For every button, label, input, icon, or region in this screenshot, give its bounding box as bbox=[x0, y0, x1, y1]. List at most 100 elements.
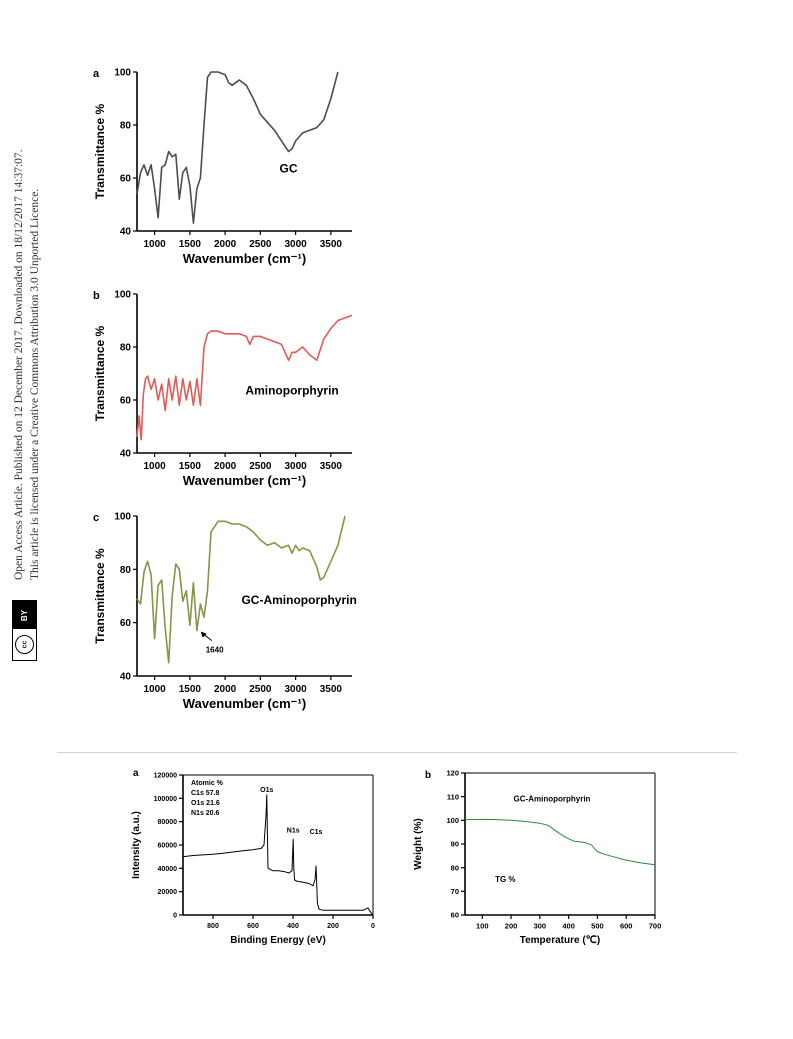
x-tick-label: 200 bbox=[505, 922, 518, 931]
x-tick-label: 1500 bbox=[179, 239, 202, 250]
x-tick-label: 3000 bbox=[284, 461, 307, 472]
inset-line: O1s 21.6 bbox=[191, 800, 220, 807]
y-tick-label: 100 bbox=[446, 816, 459, 825]
y-tick-label: 80 bbox=[120, 565, 132, 576]
series-line bbox=[182, 794, 374, 916]
x-tick-label: 2500 bbox=[249, 684, 272, 695]
inset-line: C1s 57.8 bbox=[191, 790, 220, 797]
series-annotation: GC-Aminoporphyrin bbox=[241, 593, 356, 607]
x-tick-label: 500 bbox=[591, 922, 604, 931]
x-tick-label: 1500 bbox=[179, 684, 202, 695]
series-annotation: GC bbox=[280, 162, 298, 176]
by-label: BY bbox=[13, 601, 36, 629]
x-tick-label: 700 bbox=[649, 922, 662, 931]
xps-panel: 0 20000 40000 60000 80000 100000 120000 800 600 4… bbox=[131, 768, 375, 946]
x-axis-label: Temperature (℃) bbox=[520, 935, 601, 946]
y-tick-label: 70 bbox=[451, 887, 459, 896]
peak-arrow bbox=[201, 632, 213, 642]
x-tick-label: 3500 bbox=[320, 239, 343, 250]
y-axis-label: Transmittance % bbox=[93, 325, 107, 421]
license-sidebar: Open Access Article. Published on 12 Dec… bbox=[0, 0, 60, 700]
y-axis-label: Weight (%) bbox=[413, 818, 424, 869]
series-line bbox=[136, 71, 339, 224]
x-axis-label: Wavenumber (cm⁻¹) bbox=[183, 696, 306, 711]
y-tick-label: 60 bbox=[451, 911, 459, 920]
y-axis-label: Transmittance % bbox=[93, 548, 107, 644]
y-axis-label: Intensity (a.u.) bbox=[131, 811, 142, 879]
y-tick-label: 0 bbox=[173, 912, 177, 919]
x-tick-label: 1000 bbox=[143, 461, 166, 472]
x-tick-label: 1000 bbox=[143, 684, 166, 695]
panel-label: b bbox=[425, 770, 431, 781]
x-axis-label: Wavenumber (cm⁻¹) bbox=[183, 473, 306, 488]
series-annotation: TG % bbox=[495, 875, 515, 884]
x-tick-label: 1000 bbox=[143, 239, 166, 250]
inset-line: N1s 20.6 bbox=[191, 810, 220, 817]
x-axis-label: Binding Energy (eV) bbox=[230, 935, 326, 946]
panel-label: a bbox=[133, 768, 139, 779]
chart-title: GC-Aminoporphyrin bbox=[514, 794, 591, 803]
y-tick-label: 40000 bbox=[158, 866, 178, 873]
series-line bbox=[136, 314, 353, 441]
peak-label: 1640 bbox=[206, 646, 224, 655]
x-tick-label: 2000 bbox=[214, 684, 237, 695]
series-line bbox=[136, 515, 346, 664]
tga-panel: 60 70 80 90 100 110 120 100 200 300 400 500 600 700 Te… bbox=[413, 769, 661, 946]
ftir-c-panel: 40 60 80 100 1000 1500 2000 2500 3000 3500 Wavenum… bbox=[93, 512, 357, 712]
x-tick-label: 1500 bbox=[179, 461, 202, 472]
y-tick-label: 120 bbox=[446, 769, 459, 778]
x-tick-label: 100 bbox=[476, 922, 489, 931]
x-tick-label: 600 bbox=[247, 923, 259, 930]
series-line bbox=[464, 818, 656, 866]
x-tick-label: 600 bbox=[620, 922, 633, 931]
y-tick-label: 60 bbox=[120, 618, 132, 629]
y-tick-label: 100 bbox=[114, 512, 131, 523]
peak-label: C1s bbox=[310, 829, 323, 836]
x-tick-label: 800 bbox=[207, 923, 219, 930]
y-tick-label: 100000 bbox=[154, 796, 177, 803]
x-tick-label: 3500 bbox=[320, 684, 343, 695]
x-tick-label: 400 bbox=[562, 922, 575, 931]
panel-label: a bbox=[93, 68, 100, 80]
x-tick-label: 300 bbox=[534, 922, 547, 931]
cc-by-badge[interactable]: BY cc bbox=[12, 600, 37, 661]
y-tick-label: 100 bbox=[114, 290, 131, 301]
y-tick-label: 90 bbox=[451, 840, 459, 849]
y-tick-label: 120000 bbox=[154, 772, 177, 779]
y-tick-label: 100 bbox=[114, 68, 131, 79]
x-tick-label: 0 bbox=[371, 923, 375, 930]
x-tick-label: 3000 bbox=[284, 239, 307, 250]
panel-label: c bbox=[93, 512, 99, 524]
y-tick-label: 60 bbox=[120, 174, 132, 185]
x-tick-label: 3000 bbox=[284, 684, 307, 695]
y-tick-label: 110 bbox=[447, 792, 459, 801]
x-tick-label: 2000 bbox=[214, 461, 237, 472]
y-tick-label: 60000 bbox=[158, 842, 178, 849]
license-line-1: Open Access Article. Published on 12 Dec… bbox=[13, 149, 25, 580]
peak-arrowhead bbox=[200, 631, 207, 638]
y-axis-label: Transmittance % bbox=[93, 103, 107, 199]
x-tick-label: 200 bbox=[327, 923, 339, 930]
y-tick-label: 40 bbox=[120, 672, 132, 683]
y-tick-label: 40 bbox=[120, 449, 132, 460]
inset-title: Atomic % bbox=[191, 780, 224, 787]
license-line-2[interactable]: This article is licensed under a Creativ… bbox=[29, 188, 41, 580]
x-tick-label: 2000 bbox=[214, 239, 237, 250]
y-tick-label: 80 bbox=[120, 343, 132, 354]
y-tick-label: 60 bbox=[120, 396, 132, 407]
x-tick-label: 400 bbox=[287, 923, 299, 930]
cc-icon: cc bbox=[15, 635, 34, 654]
y-tick-label: 20000 bbox=[158, 889, 178, 896]
y-tick-label: 80 bbox=[451, 863, 459, 872]
ftir-b-panel: 40 60 80 100 1000 1500 2000 2500 3000 3500 Wavenum… bbox=[93, 290, 353, 488]
x-tick-label: 2500 bbox=[249, 239, 272, 250]
y-tick-label: 80000 bbox=[158, 819, 178, 826]
x-tick-label: 2500 bbox=[249, 461, 272, 472]
peak-label: N1s bbox=[287, 828, 300, 835]
panel-label: b bbox=[93, 290, 100, 302]
series-annotation: Aminoporphyrin bbox=[245, 384, 338, 398]
x-tick-label: 3500 bbox=[320, 461, 343, 472]
x-axis-label: Wavenumber (cm⁻¹) bbox=[183, 251, 306, 266]
ftir-a-panel: 40 60 80 100 1000 1500 2000 2500 3000 3500 Wavenum… bbox=[93, 68, 352, 266]
